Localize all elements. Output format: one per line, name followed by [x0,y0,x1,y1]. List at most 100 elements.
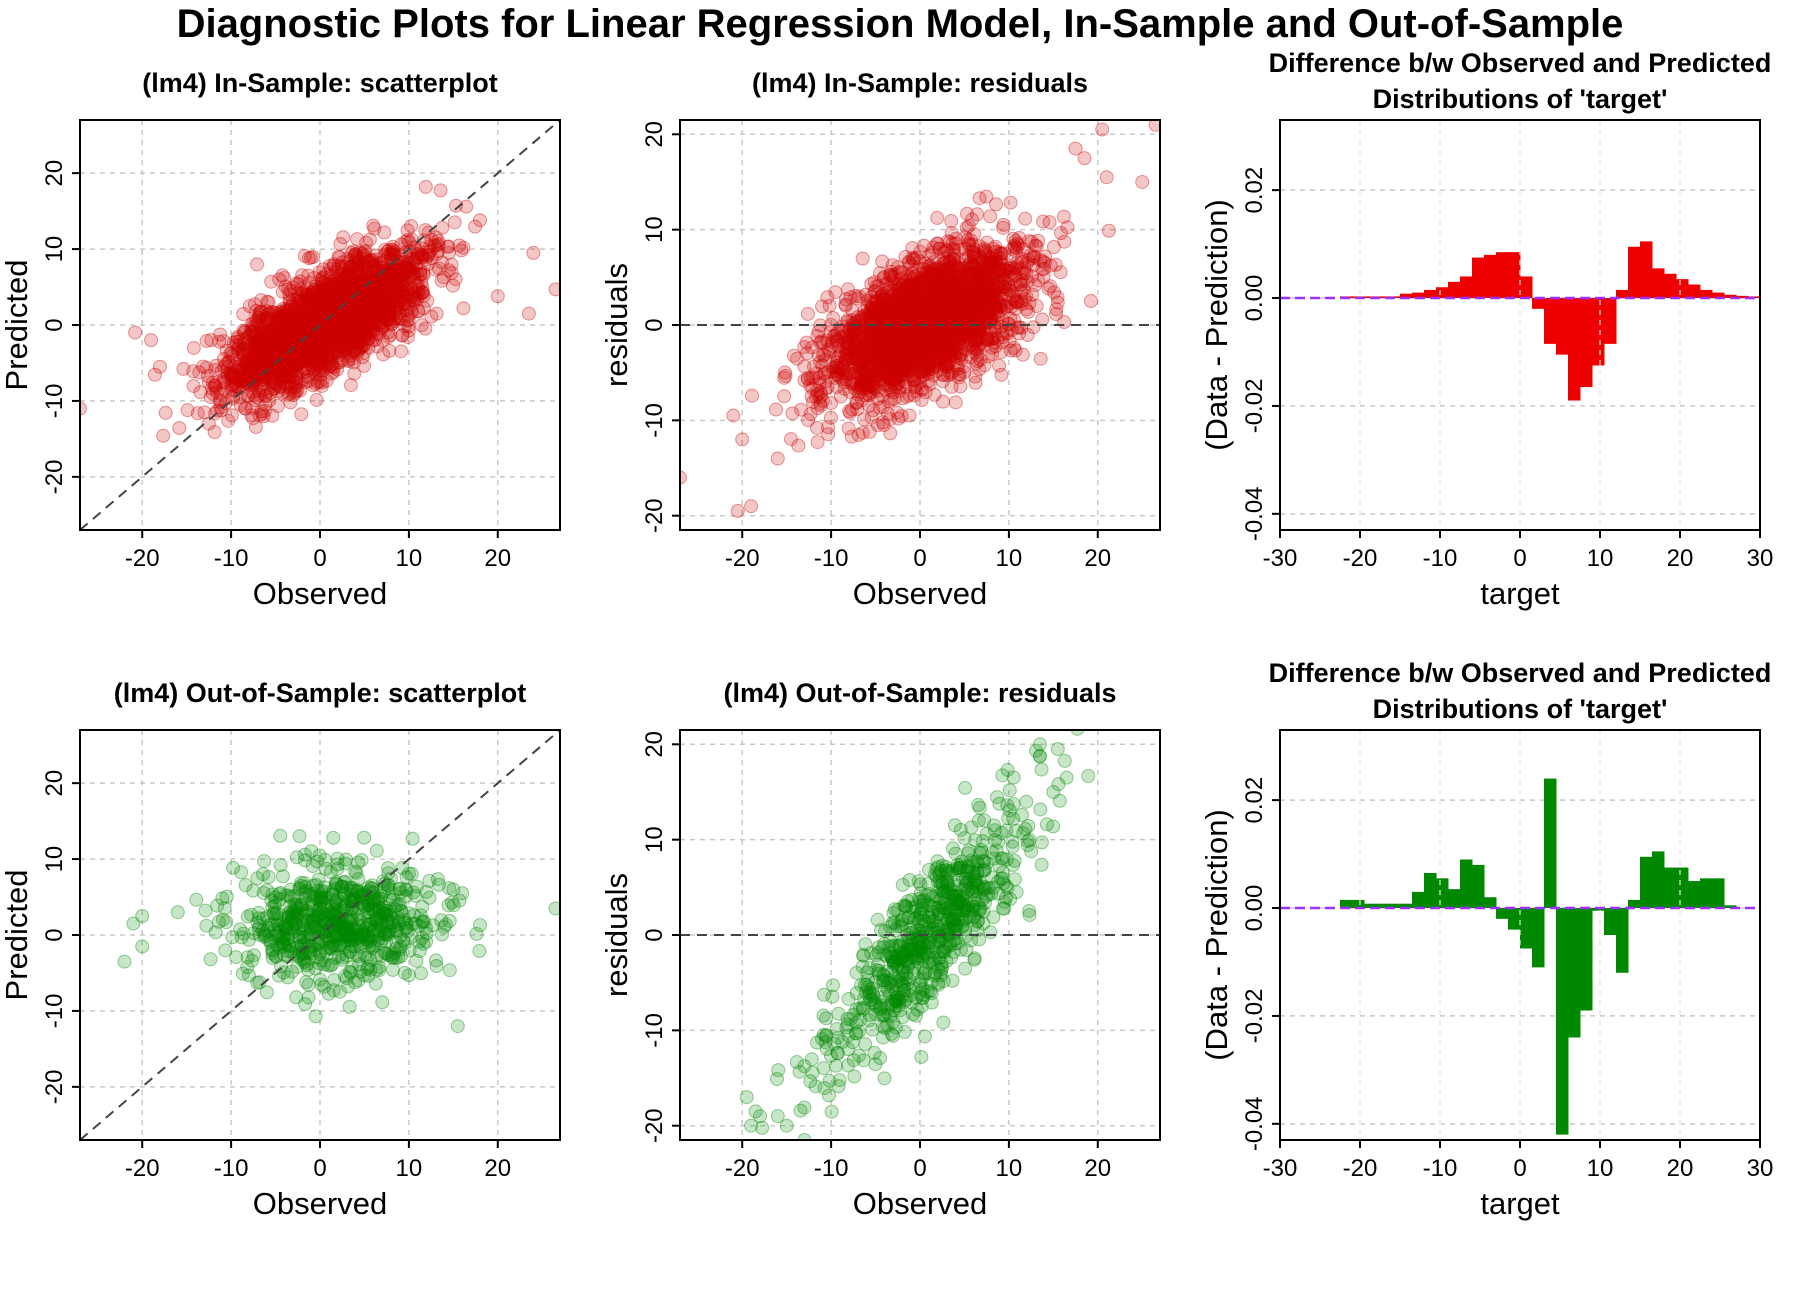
data-point [383,299,398,314]
data-point [255,324,270,339]
data-point [359,262,374,277]
data-point [373,285,388,300]
data-point [199,333,214,348]
data-point [310,306,325,321]
data-point [337,309,352,324]
data-point [366,323,381,338]
data-point [333,330,348,345]
data-point [850,402,865,417]
data-point [277,376,292,391]
data-point [341,320,356,335]
data-point [203,389,218,404]
data-point [288,307,303,322]
data-point [327,317,342,332]
data-point [326,289,341,304]
data-point [394,268,409,283]
data-point [290,383,305,398]
data-point [147,367,162,382]
data-point [287,385,302,400]
data-point [299,305,314,320]
data-point [416,250,431,265]
data-point [883,426,898,441]
data-point [262,393,277,408]
data-point [346,321,361,336]
data-point [348,308,363,323]
data-point [359,295,374,310]
data-point [344,318,359,333]
data-point [328,290,343,305]
data-point [349,289,364,304]
data-point [386,266,401,281]
data-point [823,410,838,425]
data-point [305,344,320,359]
y-tick-label: -10 [41,384,68,419]
data-point [316,294,331,309]
data-point [473,213,487,228]
data-point [317,348,332,363]
data-point [381,243,396,258]
data-point [329,319,344,334]
data-point [300,369,315,384]
data-point [441,239,456,254]
data-point [365,283,380,298]
data-point [353,306,368,321]
data-point [356,296,371,311]
data-point [240,352,255,367]
data-point [343,326,358,341]
y-tick-label: 20 [41,160,68,187]
data-point [244,372,259,387]
data-point [266,343,281,358]
data-point [365,281,380,296]
data-point [325,310,340,325]
data-point [342,267,357,282]
data-point [280,317,295,332]
data-point [348,307,363,322]
data-point [267,342,282,357]
data-point [261,329,276,344]
data-point [321,326,336,341]
data-point [327,343,342,358]
data-point [293,348,308,363]
data-point [282,348,297,363]
data-point [298,350,313,365]
data-point [345,318,360,333]
data-point [316,313,331,328]
data-point [261,324,276,339]
data-point [320,351,335,366]
data-point [292,316,307,331]
data-point [318,317,333,332]
data-point [336,230,351,245]
data-point [392,311,407,326]
data-point [335,353,350,368]
data-point [342,284,357,299]
data-point [336,309,351,324]
data-point [278,310,293,325]
data-point [382,282,397,297]
data-point [255,407,270,422]
data-point [352,335,367,350]
data-point [314,275,329,290]
data-point [333,286,348,301]
data-point [302,309,317,324]
data-point [345,321,360,336]
data-point [311,301,326,316]
data-point [331,316,346,331]
data-point [778,368,793,383]
data-point [280,356,295,371]
data-point [290,370,305,385]
data-point [308,338,323,353]
data-point [248,348,263,363]
data-point [398,290,413,305]
data-point [372,284,387,299]
data-point [381,308,396,323]
data-point [257,342,272,357]
data-point [331,312,346,327]
data-point [334,303,349,318]
data-point [261,335,276,350]
data-point [337,332,352,347]
data-point [435,220,450,235]
data-point [354,292,369,307]
data-point [424,309,439,324]
data-point [302,322,317,337]
data-point [315,363,330,378]
